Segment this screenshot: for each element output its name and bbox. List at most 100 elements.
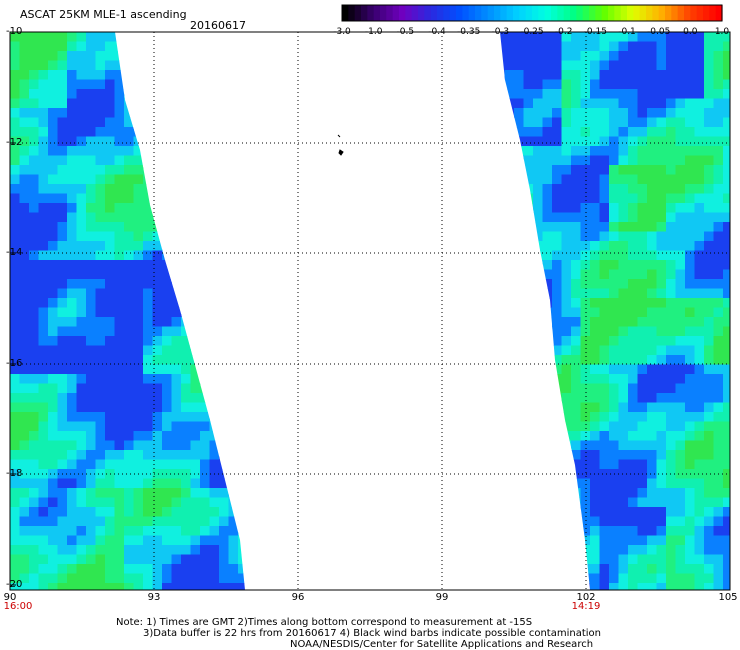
swath-pixel xyxy=(571,60,581,71)
swath-pixel xyxy=(723,364,730,375)
swath-pixel xyxy=(504,374,515,384)
lat-label-18: -18 xyxy=(6,468,23,479)
swath-pixel xyxy=(685,421,695,432)
swath-pixel xyxy=(48,203,58,213)
swath-pixel xyxy=(733,384,740,394)
swath-pixel xyxy=(723,155,730,166)
swath-pixel xyxy=(561,526,572,536)
swath-pixel xyxy=(533,516,543,527)
swath-pixel xyxy=(500,583,505,590)
swath-pixel xyxy=(219,364,229,375)
swath-pixel xyxy=(704,317,714,327)
swath-pixel xyxy=(704,155,714,166)
swath-pixel xyxy=(67,507,77,517)
swath-pixel xyxy=(523,51,534,61)
swath-pixel xyxy=(19,393,30,403)
swath-pixel xyxy=(628,421,638,432)
swath-pixel xyxy=(504,317,515,327)
swath-pixel xyxy=(38,288,49,299)
swath-pixel xyxy=(171,108,182,118)
swath-pixel xyxy=(523,545,534,555)
swath-pixel xyxy=(504,136,515,147)
swath-pixel xyxy=(238,421,245,432)
swath-pixel xyxy=(133,79,144,90)
swath-pixel xyxy=(713,573,724,584)
swath-pixel xyxy=(637,450,648,460)
swath-pixel xyxy=(171,497,182,508)
swath-pixel xyxy=(504,298,515,308)
swath-pixel xyxy=(713,307,724,318)
swath-pixel xyxy=(713,193,724,204)
swath-pixel xyxy=(723,516,730,527)
swath-pixel xyxy=(190,32,201,42)
swath-pixel xyxy=(143,317,153,327)
swath-pixel xyxy=(124,478,134,489)
swath-pixel xyxy=(29,440,39,451)
swath-pixel xyxy=(76,516,87,527)
swath-pixel xyxy=(200,165,210,175)
swath-pixel xyxy=(580,326,591,337)
swath-pixel xyxy=(95,516,106,527)
swath-pixel xyxy=(190,526,201,536)
swath-pixel xyxy=(181,193,191,204)
swath-pixel xyxy=(114,51,125,61)
swath-pixel xyxy=(95,459,106,470)
swath-pixel xyxy=(10,250,20,261)
swath-pixel xyxy=(500,41,505,52)
swath-pixel xyxy=(228,79,239,90)
swath-pixel xyxy=(609,184,619,194)
swath-pixel xyxy=(637,535,648,546)
swath-pixel xyxy=(523,165,534,175)
colorbar-label: -0.05 xyxy=(647,27,671,37)
swath-pixel xyxy=(704,269,714,280)
swath-pixel xyxy=(675,32,686,42)
swath-pixel xyxy=(647,364,657,375)
swath-pixel xyxy=(238,146,245,156)
swath-pixel xyxy=(618,497,629,508)
colorbar-label: -0.4 xyxy=(428,27,446,37)
swath-pixel xyxy=(704,127,714,137)
swath-pixel xyxy=(238,51,245,61)
swath-pixel xyxy=(114,545,125,555)
swath-pixel xyxy=(133,516,144,527)
swath-pixel xyxy=(552,155,562,166)
swath-pixel xyxy=(500,345,505,356)
swath-pixel xyxy=(523,469,534,479)
swath-pixel xyxy=(504,364,515,375)
swath-pixel xyxy=(124,383,134,394)
swath-pixel xyxy=(609,298,619,308)
swath-pixel xyxy=(733,355,740,365)
swath-pixel xyxy=(552,383,562,394)
swath-pixel xyxy=(133,317,144,327)
swath-pixel xyxy=(38,108,49,118)
swath-pixel xyxy=(609,535,619,546)
swath-pixel xyxy=(248,99,258,109)
swath-pixel xyxy=(514,431,524,441)
swath-pixel xyxy=(19,165,30,175)
swath-pixel xyxy=(666,488,676,498)
swath-pixel xyxy=(590,440,600,451)
swath-pixel xyxy=(561,355,572,365)
swath-pixel xyxy=(571,269,581,280)
swath-pixel xyxy=(685,231,695,242)
swath-pixel xyxy=(637,298,648,308)
swath-pixel xyxy=(733,146,740,156)
swath-pixel xyxy=(152,117,163,128)
swath-pixel xyxy=(694,573,705,584)
colorbar-cell xyxy=(677,5,685,21)
swath-pixel xyxy=(609,440,619,451)
swath-pixel xyxy=(561,250,572,261)
swath-pixel xyxy=(675,250,686,261)
swath-pixel xyxy=(76,583,87,590)
swath-pixel xyxy=(181,260,191,270)
swath-pixel xyxy=(637,374,648,384)
swath-pixel xyxy=(76,51,87,61)
swath-pixel xyxy=(713,383,724,394)
swath-pixel xyxy=(171,488,182,498)
swath-pixel xyxy=(228,193,239,204)
swath-pixel xyxy=(114,535,125,546)
swath-pixel xyxy=(29,583,39,590)
swath-pixel xyxy=(685,345,695,356)
swath-pixel xyxy=(500,516,505,527)
swath-pixel xyxy=(38,203,49,213)
